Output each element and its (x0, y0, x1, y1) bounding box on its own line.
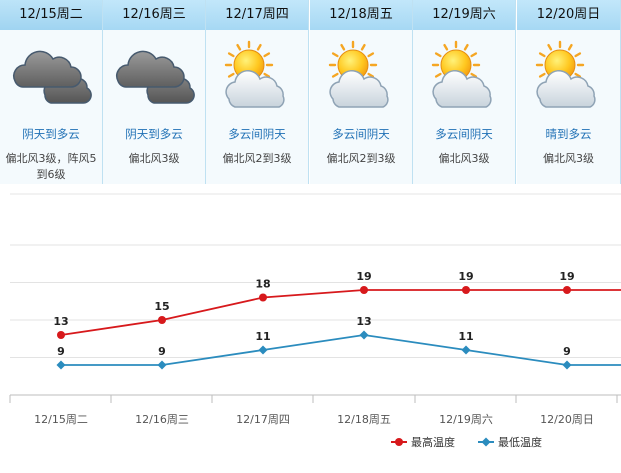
day-date: 12/17周四 (206, 0, 308, 30)
weather-description: 多云间阴天 (332, 127, 390, 141)
forecast-strip: 12/15周二 阴天到多云 偏北风3级，阵风5到6级 12/16周三 (0, 0, 621, 184)
max-temp-label: 15 (154, 300, 169, 313)
x-tick-label: 12/17周四 (236, 413, 290, 426)
max-temp-line (60, 289, 621, 336)
weather-description: 多云间阴天 (228, 127, 286, 141)
x-tick-label: 12/16周三 (135, 413, 189, 426)
min-temp-point (359, 330, 369, 340)
min-temp-label: 11 (458, 330, 473, 343)
forecast-day: 12/16周三 阴天到多云 偏北风3级 (103, 0, 206, 184)
overcast-cloud-icon (13, 50, 92, 104)
forecast-day: 12/17周四 多云间阴天 偏北风2到3级 (206, 0, 309, 184)
day-date: 12/15周二 (0, 0, 102, 30)
min-temp-point (56, 360, 66, 370)
min-temp-point (461, 345, 471, 355)
wind-info: 偏北风3级 (128, 152, 180, 165)
max-temp-point (563, 286, 571, 294)
sun-cloud-icon (431, 40, 492, 108)
min-temp-label: 9 (158, 345, 166, 358)
day-body: 晴到多云 偏北风3级 (517, 30, 620, 184)
max-temp-point (57, 331, 65, 339)
forecast-day: 12/18周五 多云间阴天 偏北风2到3级 (310, 0, 413, 184)
day-body: 阴天到多云 偏北风3级 (103, 30, 205, 184)
legend-max-temp: 最高温度 (411, 435, 455, 449)
sun-cloud-icon (535, 40, 596, 108)
min-temp-line (61, 334, 621, 366)
min-temp-point (562, 360, 572, 370)
sun-cloud-icon (328, 40, 389, 108)
min-temp-point (258, 345, 268, 355)
day-date: 12/19周六 (413, 0, 515, 30)
x-tick-label: 12/15周二 (34, 413, 88, 426)
min-temp-label: 13 (356, 315, 371, 328)
wind-info: 偏北风3级 (438, 152, 490, 165)
wind-info: 偏北风3级 (543, 152, 594, 165)
min-temp-label: 9 (57, 345, 65, 358)
wind-info: 偏北风2到3级 (326, 152, 396, 165)
min-temp-point (157, 360, 167, 370)
max-temp-label: 18 (255, 278, 270, 291)
x-tick-label: 12/20周日 (540, 413, 594, 426)
wind-info: 偏北风2到3级 (222, 152, 292, 165)
weather-description: 晴到多云 (545, 127, 592, 141)
day-date: 12/20周日 (517, 0, 620, 30)
max-temp-label: 19 (559, 270, 574, 283)
max-temp-point (360, 286, 368, 294)
weather-description: 多云间阴天 (435, 127, 493, 141)
x-tick-label: 12/19周六 (439, 413, 493, 426)
day-body: 多云间阴天 偏北风3级 (413, 30, 515, 184)
temperature-chart: 12/15周二 12/16周三 12/17周四 12/18周五 12/19周六 12/20… (9, 193, 621, 449)
max-temp-label: 13 (53, 315, 68, 328)
max-temp-label: 19 (356, 270, 371, 283)
max-temp-label: 19 (458, 270, 473, 283)
legend-marker (481, 437, 491, 447)
day-body: 多云间阴天 偏北风2到3级 (310, 30, 412, 184)
day-body: 多云间阴天 偏北风2到3级 (206, 30, 308, 184)
max-temp-point (259, 293, 267, 302)
wind-info: 偏北风3级，阵风5到6级 (5, 152, 97, 181)
max-temp-point (462, 286, 470, 294)
forecast-day: 12/20周日 晴到多云 偏北风3级 (517, 0, 621, 184)
weather-description: 阴天到多云 (22, 127, 80, 141)
max-temp-point (158, 316, 166, 324)
legend-min-temp: 最低温度 (498, 435, 542, 449)
min-temp-label: 9 (563, 345, 571, 358)
day-date: 12/18周五 (310, 0, 412, 30)
x-tick-label: 12/18周五 (337, 413, 391, 426)
legend-marker (395, 438, 403, 446)
overcast-cloud-icon (116, 50, 195, 104)
forecast-day: 12/19周六 多云间阴天 偏北风3级 (413, 0, 516, 184)
sun-cloud-icon (224, 40, 285, 108)
weather-description: 阴天到多云 (125, 127, 183, 141)
day-date: 12/16周三 (103, 0, 205, 30)
day-body: 阴天到多云 偏北风3级，阵风5到6级 (0, 30, 102, 184)
min-temp-label: 11 (255, 330, 270, 343)
forecast-day: 12/15周二 阴天到多云 偏北风3级，阵风5到6级 (0, 0, 103, 184)
